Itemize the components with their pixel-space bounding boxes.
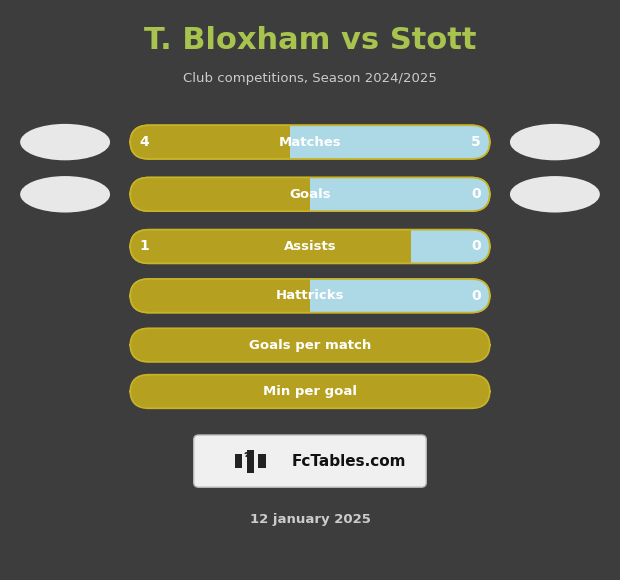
Text: Hattricks: Hattricks [276,289,344,302]
Bar [235,454,242,469]
FancyBboxPatch shape [130,230,490,263]
Text: Goals per match: Goals per match [249,339,371,351]
Text: Assists: Assists [284,240,336,253]
Bar [247,450,254,473]
FancyBboxPatch shape [130,230,490,263]
FancyBboxPatch shape [130,125,290,159]
Ellipse shape [20,176,110,212]
Text: FcTables.com: FcTables.com [291,454,406,469]
FancyBboxPatch shape [130,177,490,211]
FancyBboxPatch shape [130,177,490,211]
Text: Goals: Goals [289,188,331,201]
Ellipse shape [510,176,600,212]
Text: Matches: Matches [278,136,342,148]
Text: Club competitions, Season 2024/2025: Club competitions, Season 2024/2025 [183,72,437,85]
Text: 12 january 2025: 12 january 2025 [250,513,370,525]
Text: 4: 4 [139,135,149,149]
FancyBboxPatch shape [193,435,427,487]
FancyBboxPatch shape [130,375,490,408]
Text: 1: 1 [139,240,149,253]
Text: 0: 0 [471,289,481,303]
Ellipse shape [20,124,110,160]
Bar [149,230,410,263]
Text: 0: 0 [471,240,481,253]
FancyBboxPatch shape [130,125,490,159]
Text: T. Bloxham vs Stott: T. Bloxham vs Stott [144,26,476,55]
FancyBboxPatch shape [130,230,410,263]
Text: 0: 0 [471,187,481,201]
FancyBboxPatch shape [130,125,490,159]
Bar [149,177,310,211]
Bar [259,454,266,469]
Bar [149,125,290,159]
FancyBboxPatch shape [130,328,490,362]
Bar [149,279,310,313]
Text: 5: 5 [471,135,481,149]
FancyBboxPatch shape [130,279,310,313]
FancyBboxPatch shape [130,177,310,211]
Text: Min per goal: Min per goal [263,385,357,398]
Ellipse shape [510,124,600,160]
FancyBboxPatch shape [130,279,490,313]
FancyBboxPatch shape [130,279,490,313]
